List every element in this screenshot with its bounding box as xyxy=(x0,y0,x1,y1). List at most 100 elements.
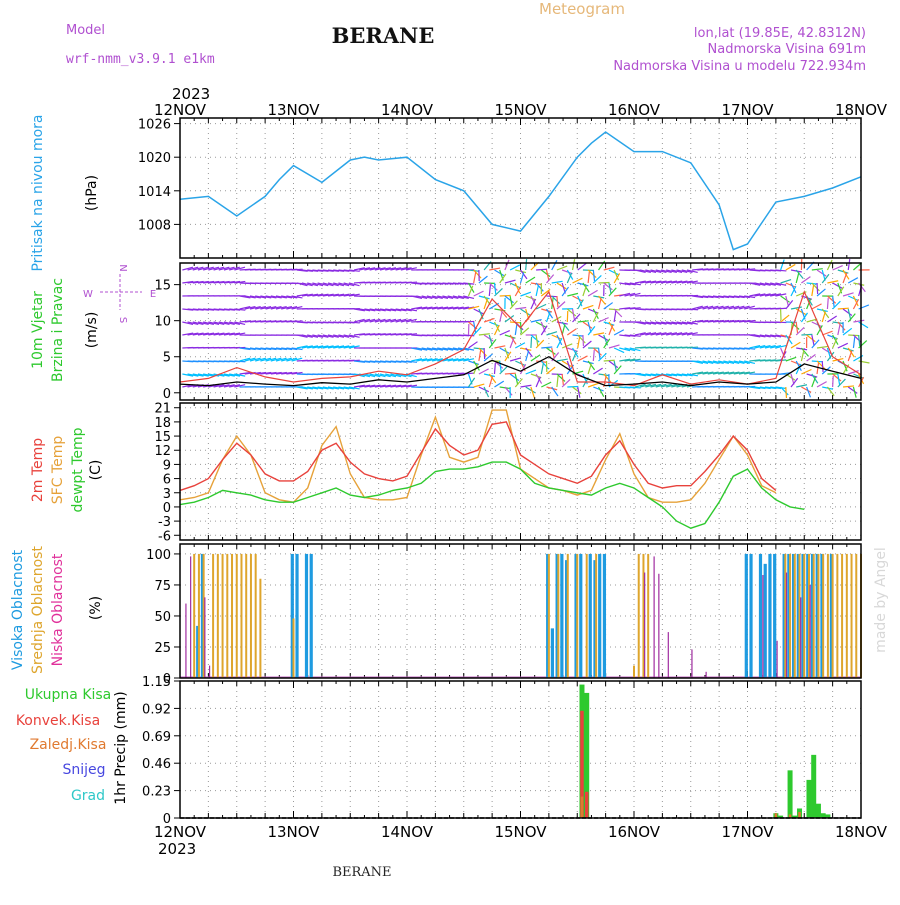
wind-arrow xyxy=(822,331,832,335)
wind-arrow xyxy=(614,330,624,335)
temp-label-2m: 2m Temp xyxy=(30,438,46,502)
wind-arrow xyxy=(505,296,514,303)
wind-arrow xyxy=(552,260,557,270)
precip-unit: 1hr Precip (mm) xyxy=(113,691,129,804)
cloud-bar-mid xyxy=(259,579,261,678)
precip-label-frz: Zaledj.Kisa xyxy=(30,737,107,753)
y-tick-label: 1.15 xyxy=(142,675,171,690)
wind-arrow xyxy=(510,338,514,348)
wind-arrow xyxy=(609,361,618,368)
cloud-bar-low xyxy=(800,597,801,678)
wind-arrow xyxy=(510,374,519,381)
wind-arrow xyxy=(599,335,609,340)
y-tick-label: 0.69 xyxy=(142,730,171,745)
wind-arrow xyxy=(812,285,814,296)
precip-bar-total xyxy=(816,804,821,818)
cloud-bar-low xyxy=(658,574,659,678)
y-tick-label: 10 xyxy=(154,315,171,330)
cloud-bar-mid xyxy=(633,666,635,678)
wind-arrow xyxy=(786,357,796,361)
cloud-bar-mid xyxy=(231,554,233,678)
y-tick-label: 21 xyxy=(154,402,171,417)
cloud-bar-high xyxy=(759,554,762,678)
cloud-bar-high xyxy=(745,554,748,678)
cloud-bar-mid xyxy=(794,554,796,678)
wind-arrow xyxy=(853,337,854,348)
y-tick-label: 0.23 xyxy=(142,785,171,800)
cloud-bar-mid xyxy=(586,554,588,678)
cloud-bar-mid xyxy=(193,554,195,678)
compass-e: E xyxy=(150,289,156,300)
cloud-bar-mid xyxy=(832,554,834,678)
elevation-text: Nadmorska Visina 691m xyxy=(708,42,867,57)
wind-arrow xyxy=(463,335,474,336)
cloud-bar-mid xyxy=(647,554,649,678)
wind-arrow xyxy=(547,348,556,354)
wind-arrow xyxy=(593,270,594,281)
pressure-unit: (hPa) xyxy=(84,175,100,211)
cloud-bar-high xyxy=(305,554,308,678)
y-tick-label: -3 xyxy=(158,515,171,530)
y-tick-label: 75 xyxy=(154,579,171,594)
wind-arrow xyxy=(526,350,529,361)
y-tick-label: 1020 xyxy=(138,151,171,166)
wind-arrow xyxy=(781,260,785,270)
bottom-date-label: 16NOV xyxy=(608,823,661,841)
wind-arrow xyxy=(812,304,822,309)
cloud-bar-mid xyxy=(240,554,242,678)
y-tick-label: 50 xyxy=(154,610,171,625)
cloud-bar-high xyxy=(749,554,752,678)
top-date-label: 15NOV xyxy=(494,101,547,119)
watermark: made by Angel xyxy=(873,547,889,653)
cloud-bar-mid xyxy=(813,554,815,678)
wind-arrow xyxy=(484,348,485,359)
wind-arrow xyxy=(588,363,591,374)
wind-arrow xyxy=(599,298,602,309)
y-tick-label: 0 xyxy=(163,501,171,516)
wind-arrow xyxy=(822,361,823,372)
wind-arrow xyxy=(536,335,538,346)
cloud-bar-low xyxy=(204,597,205,678)
precip-bar-frz xyxy=(798,812,801,818)
wind-arrow xyxy=(822,311,825,322)
wind-arrow xyxy=(479,350,481,361)
wind-arrow xyxy=(786,387,787,398)
wind-arrow xyxy=(848,387,857,393)
cloud-bar-low xyxy=(706,672,707,678)
wind-arrow xyxy=(833,266,843,270)
precip-bar-total xyxy=(811,755,816,818)
y-tick-label: 9 xyxy=(163,458,171,473)
cloud-bar-mid xyxy=(222,554,224,678)
wind-arrow xyxy=(494,270,503,276)
wind-arrow xyxy=(583,305,593,309)
wind-arrow xyxy=(843,293,854,296)
cloud-label-mid: Srednja Oblacnost xyxy=(30,546,46,674)
y-tick-label: 6 xyxy=(163,473,171,488)
wind-arrow xyxy=(775,308,786,309)
wind-arrow xyxy=(526,370,536,374)
top-date-label: 16NOV xyxy=(608,101,661,119)
wind-arrow xyxy=(817,363,819,374)
top-date-label: 13NOV xyxy=(267,101,320,119)
cloud-bar-mid xyxy=(198,554,200,678)
wind-arrow xyxy=(827,298,828,309)
y-tick-label: 0.92 xyxy=(142,702,171,717)
wind-arrow xyxy=(588,272,589,283)
cloud-bar-mid xyxy=(851,554,853,678)
wind-arrow xyxy=(536,374,541,384)
cloud-bar-mid xyxy=(836,554,838,678)
y-tick-label: 1008 xyxy=(138,218,171,233)
wind-arrow xyxy=(468,378,474,387)
wind-arrow xyxy=(578,300,584,309)
wind-arrow xyxy=(578,263,587,270)
wind-arrow xyxy=(827,281,838,283)
precip-panel: 00.230.460.690.921.15 xyxy=(142,675,861,827)
y-tick-label: 0 xyxy=(163,387,171,402)
cloud-bar-mid xyxy=(567,554,569,678)
wind-arrow xyxy=(833,296,835,307)
y-tick-label: 15 xyxy=(154,430,171,445)
cloud-bar-mid xyxy=(576,554,578,678)
